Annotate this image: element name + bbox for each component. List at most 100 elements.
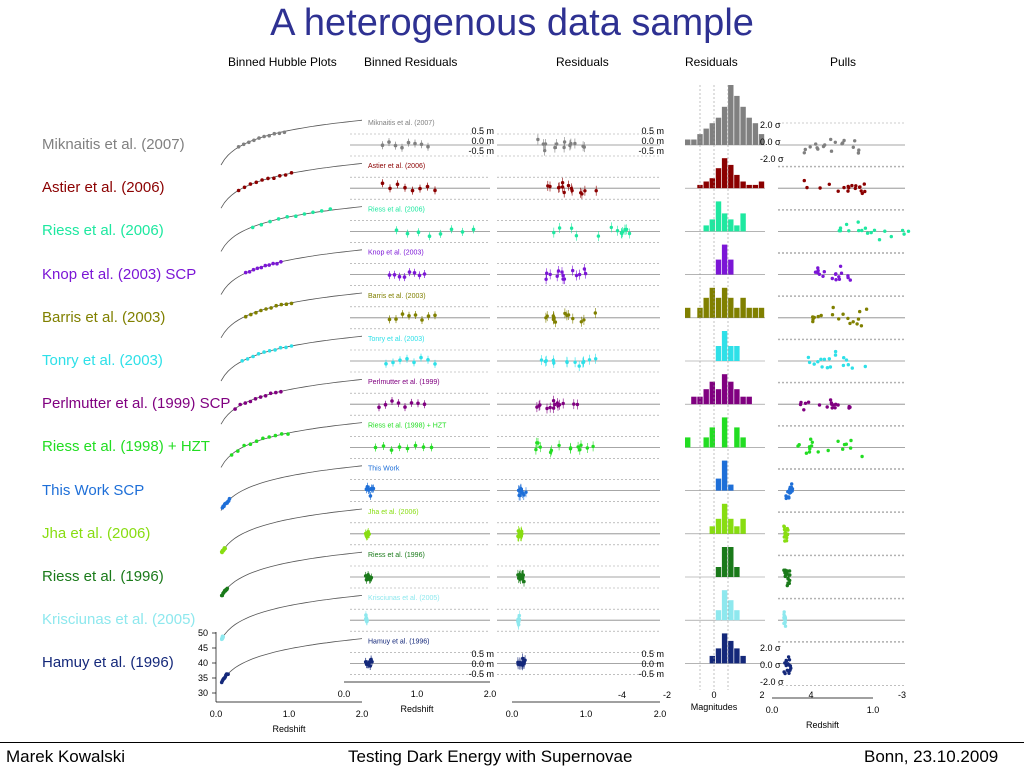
residual-point [578,448,582,452]
pull-point [841,363,846,368]
hist-bar [709,655,715,664]
pull-point [806,400,811,404]
pull-point [869,230,873,235]
hist-bar [740,297,746,318]
residual-point [551,406,556,410]
residual-point [583,271,588,276]
residual-point [518,573,522,577]
hist-bar [728,85,734,145]
hist-bar [728,484,734,491]
pull-point [862,182,866,186]
hist-bar [752,307,759,318]
magnitude-tick-label: 2 [759,690,764,700]
hubble-point [289,301,294,306]
pull-point [846,189,850,193]
residual-point [615,229,620,233]
residual-scale-label: -0.5 m [468,669,494,679]
binned-point [400,145,404,150]
binned-point [373,445,378,450]
pull-point [834,272,838,276]
pull-point [783,539,787,543]
hist-bar [746,117,752,145]
hubble-point [242,443,246,448]
hist-bar [758,181,765,189]
hist-bar [746,396,752,405]
sample-label: Tonry et al. (2003) [42,352,163,369]
binned-point [409,401,414,405]
residual-point [538,445,542,449]
magnitude-tick-label: 0 [711,690,716,700]
hubble-point [274,303,279,308]
hubble-ytick-label: 40 [198,658,208,668]
pull-point [808,447,812,451]
pull-point [830,406,834,410]
binned-point [402,275,407,279]
residual-point [516,618,520,622]
hubble-curve [220,465,363,511]
hubble-point [286,432,290,436]
binned-point [412,271,417,275]
hist-bar [703,389,709,405]
pull-point [822,270,826,274]
residual-point [516,534,520,538]
pull-point [808,145,812,149]
pull-point [863,364,867,369]
hubble-point [279,389,283,394]
residual-point [577,364,581,368]
pull-point [787,658,792,662]
binned-point [449,227,454,232]
binned-point [380,181,385,186]
pull-point [850,183,854,188]
hist-bar [721,633,728,664]
pull-point [784,496,788,501]
hist-bar [734,307,740,318]
binned-point [410,188,415,193]
hubble-point [225,586,230,591]
hist-bar [758,307,765,318]
hubble-point [275,261,279,266]
hubble-point [279,432,284,436]
residual-point [548,184,552,189]
binned-panel-label: Miknaitis et al. (2007) [368,120,435,127]
hubble-point [250,225,255,230]
pull-point [806,355,811,360]
hubble-curve [220,249,363,295]
pull-point [807,450,812,454]
footer-author: Marek Kowalski [6,747,126,766]
binned-point [387,317,392,322]
sample-label: Barris et al. (2003) [42,308,166,326]
binned-point [405,357,409,361]
pull-point [804,451,809,455]
hubble-point [278,174,282,178]
redshift-tick-label: 0.0 [210,709,223,719]
pull-point [805,185,809,190]
pull-point [787,663,791,667]
pull-scale-label: 0.0 σ [760,137,781,147]
binned-point [394,228,399,232]
pull-point [784,663,788,668]
pull-point [856,151,861,155]
pull-point [846,316,850,321]
pull-point [854,184,858,188]
hubble-point [248,399,253,404]
residual-point [585,446,589,450]
pull-point [841,141,845,145]
binned-point [369,575,374,580]
hist-bar [697,396,703,405]
pull-point [830,313,835,317]
hubble-point [226,672,230,676]
pull-point [782,610,786,614]
header-pulls: Pulls [830,55,857,69]
pull-point [796,444,800,448]
residual-point [519,531,523,535]
residual-point [553,320,558,324]
hist-bar [740,213,746,232]
pull-point [833,353,838,357]
pull-point [834,402,838,406]
footer-date: Bonn, 23.10.2009 [864,747,999,766]
residual-point [577,272,582,277]
magnitude-tick-label: 4 [808,690,813,700]
hist-bar [709,219,715,232]
residual-point [517,576,521,580]
pull-point [828,398,833,402]
